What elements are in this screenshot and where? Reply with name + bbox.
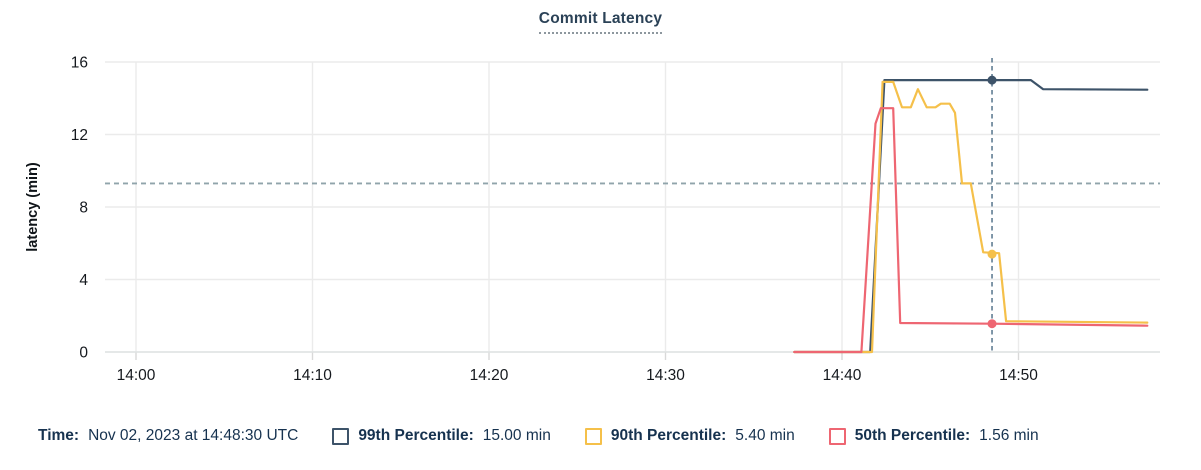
legend-time-label: Time:	[38, 427, 80, 444]
y-tick-label: 16	[71, 55, 88, 72]
chart-title[interactable]: Commit Latency	[538, 10, 663, 34]
legend-label-50th-percentile: 50th Percentile:	[854, 427, 971, 444]
legend-swatch-50th-percentile	[828, 427, 846, 445]
title-row: Commit Latency	[0, 10, 1201, 34]
legend-time: Time: Nov 02, 2023 at 14:48:30 UTC	[38, 427, 298, 445]
series-line-90th-percentile[interactable]	[793, 80, 1149, 354]
legend-time-value: Nov 02, 2023 at 14:48:30 UTC	[88, 427, 299, 444]
legend: Time: Nov 02, 2023 at 14:48:30 UTC 99th …	[38, 427, 1039, 445]
legend-items: 99th Percentile: 15.00 min 90th Percentile…	[298, 427, 1039, 445]
cursor-dot-99th-percentile	[987, 75, 997, 85]
legend-label-90th-percentile: 90th Percentile:	[610, 427, 727, 444]
legend-swatch-90th-percentile	[584, 427, 602, 445]
legend-item-50th-percentile[interactable]: 50th Percentile: 1.56 min	[828, 427, 1039, 445]
legend-value-50th-percentile: 1.56 min	[979, 427, 1039, 444]
x-tick-label: 14:50	[999, 367, 1038, 384]
y-tick-label: 12	[71, 127, 88, 144]
legend-value-90th-percentile: 5.40 min	[735, 427, 795, 444]
latency-chart-canvas[interactable]: 0 4 8 12 16 14:00 14:10 14:20 14:30 14:40 14:50	[0, 0, 1201, 405]
x-tick-label: 14:40	[823, 367, 862, 384]
y-tick-label: 8	[79, 200, 88, 217]
x-tick-label: 14:20	[470, 367, 509, 384]
series-line-50th-percentile[interactable]	[793, 107, 1149, 354]
legend-swatch-99th-percentile	[332, 427, 350, 445]
legend-item-99th-percentile[interactable]: 99th Percentile: 15.00 min	[332, 427, 551, 445]
cursor-dot-90th-percentile	[987, 249, 997, 259]
legend-value-99th-percentile: 15.00 min	[482, 427, 551, 444]
legend-label-99th-percentile: 99th Percentile:	[358, 427, 474, 444]
x-tick-label: 14:10	[293, 367, 332, 384]
cursor-dot-50th-percentile	[987, 319, 997, 329]
series-line-99th-percentile[interactable]	[793, 78, 1149, 354]
legend-item-90th-percentile[interactable]: 90th Percentile: 5.40 min	[584, 427, 795, 445]
x-tick-label: 14:00	[117, 367, 156, 384]
y-tick-label: 4	[79, 272, 88, 289]
x-tick-label: 14:30	[646, 367, 685, 384]
y-tick-label: 0	[79, 345, 88, 362]
